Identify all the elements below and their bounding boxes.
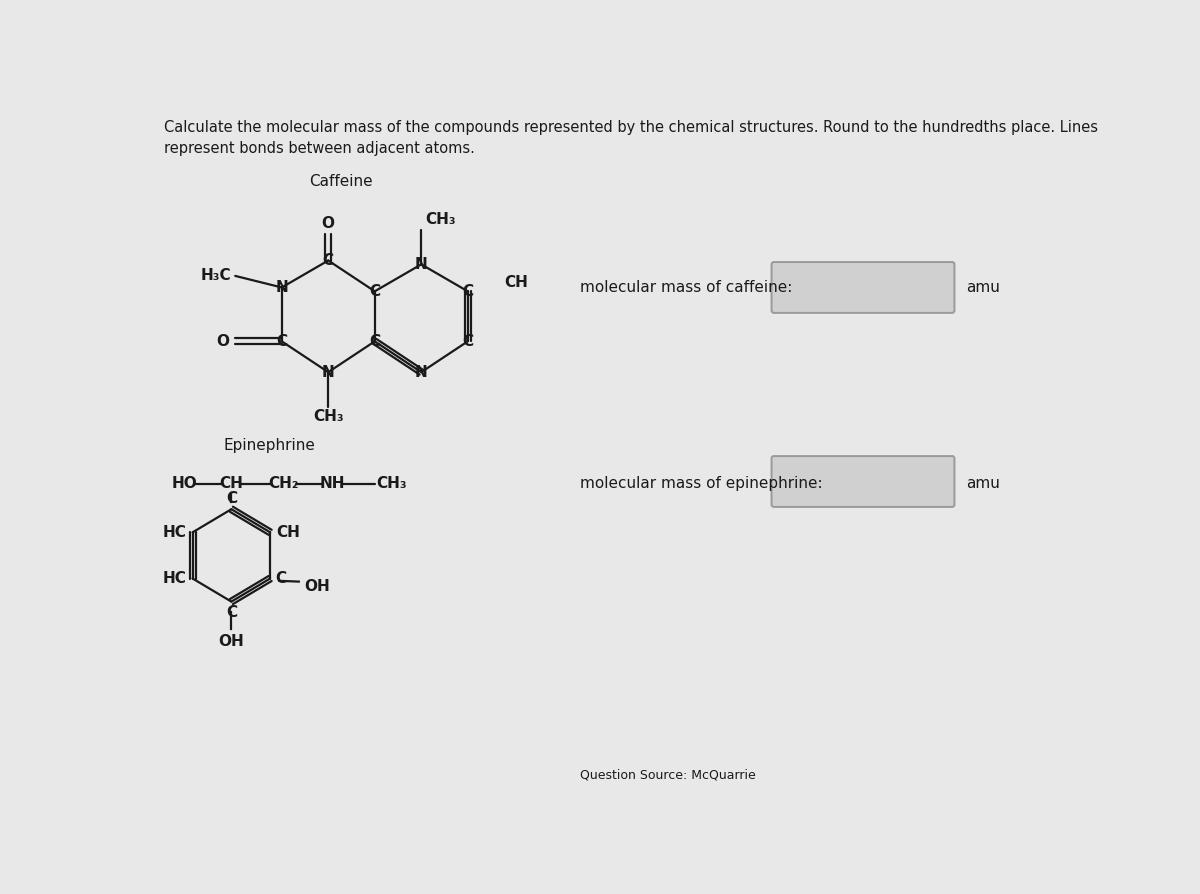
- Text: CH₃: CH₃: [377, 477, 407, 492]
- Text: C: C: [276, 333, 287, 349]
- Text: N: N: [275, 280, 288, 295]
- Text: C: C: [275, 571, 286, 586]
- Text: molecular mass of caffeine:: molecular mass of caffeine:: [580, 280, 792, 295]
- Text: CH₂: CH₂: [268, 477, 299, 492]
- Text: molecular mass of epinephrine:: molecular mass of epinephrine:: [580, 477, 823, 492]
- Text: Caffeine: Caffeine: [308, 173, 372, 189]
- Text: C: C: [370, 283, 380, 299]
- Text: C: C: [462, 283, 473, 299]
- Text: C: C: [370, 333, 380, 349]
- Text: CH₃: CH₃: [313, 409, 343, 424]
- Text: O: O: [216, 333, 229, 349]
- Text: CH: CH: [504, 274, 528, 290]
- Text: Calculate the molecular mass of the compounds represented by the chemical struct: Calculate the molecular mass of the comp…: [164, 120, 1098, 135]
- Text: N: N: [415, 257, 427, 272]
- Text: NH: NH: [319, 477, 344, 492]
- Text: CH: CH: [220, 477, 244, 492]
- FancyBboxPatch shape: [772, 456, 954, 507]
- Text: C: C: [226, 604, 236, 620]
- Text: amu: amu: [966, 280, 1000, 295]
- Text: HC: HC: [162, 525, 186, 540]
- Text: C: C: [462, 333, 473, 349]
- Text: CH: CH: [276, 525, 300, 540]
- Text: N: N: [322, 365, 335, 380]
- Text: OH: OH: [305, 579, 330, 595]
- Text: N: N: [415, 365, 427, 380]
- Text: OH: OH: [218, 634, 245, 649]
- Text: amu: amu: [966, 477, 1000, 492]
- Text: O: O: [322, 216, 335, 232]
- Text: C: C: [226, 491, 236, 506]
- Text: H₃C: H₃C: [200, 268, 232, 283]
- Text: Epinephrine: Epinephrine: [223, 437, 316, 452]
- Text: HC: HC: [162, 571, 186, 586]
- Text: C: C: [323, 253, 334, 268]
- Text: Question Source: McQuarrie: Question Source: McQuarrie: [580, 769, 756, 781]
- Text: HO: HO: [172, 477, 198, 492]
- Text: CH₃: CH₃: [425, 213, 456, 227]
- FancyBboxPatch shape: [772, 262, 954, 313]
- Text: represent bonds between adjacent atoms.: represent bonds between adjacent atoms.: [164, 141, 475, 156]
